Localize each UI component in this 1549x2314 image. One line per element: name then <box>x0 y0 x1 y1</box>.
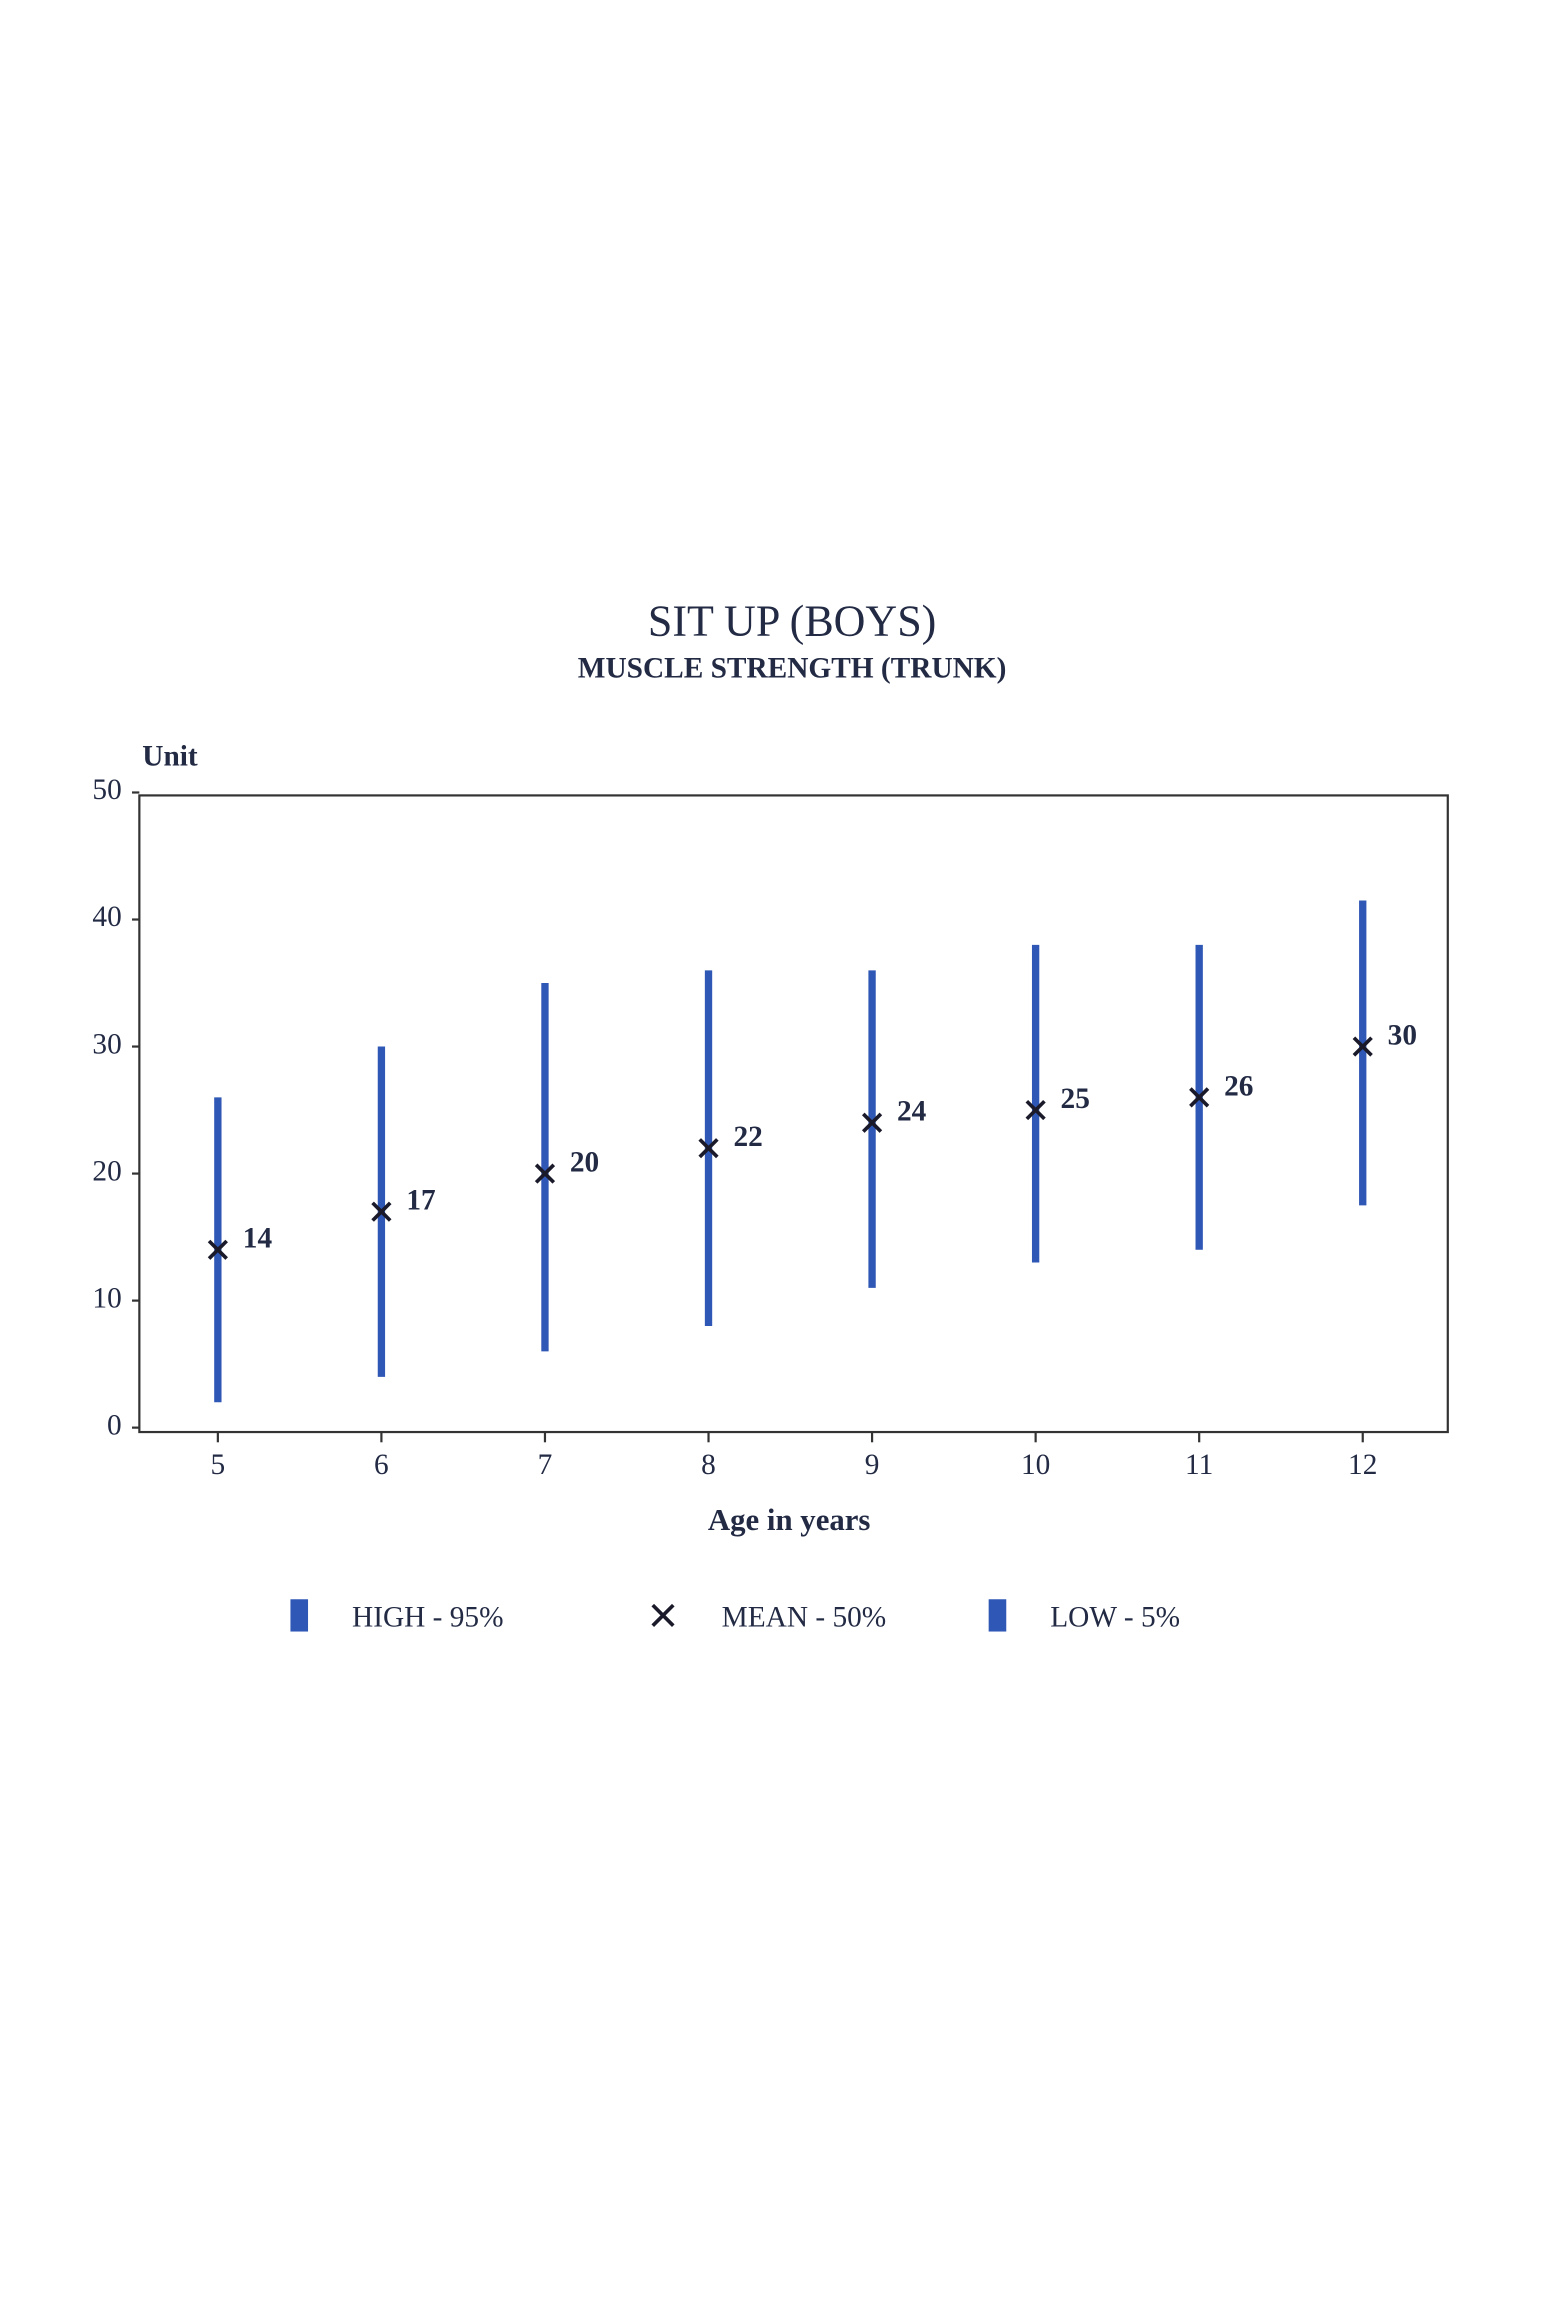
y-tick-label: 40 <box>92 901 121 933</box>
mean-marker <box>534 1163 556 1184</box>
data-label: 30 <box>1388 1019 1417 1051</box>
x-axis-label: Age in years <box>708 1503 871 1537</box>
mean-marker <box>1189 1087 1210 1108</box>
mean-marker <box>1025 1099 1046 1121</box>
mean-marker <box>1352 1036 1373 1057</box>
x-tick-label: 8 <box>701 1449 716 1481</box>
data-label: 20 <box>570 1147 599 1179</box>
x-tick-label: 5 <box>211 1449 226 1481</box>
legend-label: LOW - 5% <box>1050 1602 1180 1634</box>
chart-title: SIT UP (BOYS) <box>648 596 937 645</box>
legend-swatch <box>651 1603 675 1627</box>
x-tick-label: 11 <box>1185 1449 1213 1481</box>
legend-swatch <box>290 1599 309 1632</box>
y-axis-label: Unit <box>142 740 198 772</box>
legend-label: HIGH - 95% <box>352 1602 504 1634</box>
x-tick-label: 12 <box>1348 1449 1377 1481</box>
data-label: 17 <box>406 1185 435 1217</box>
mean-marker <box>698 1138 719 1159</box>
y-tick-label: 10 <box>92 1282 121 1314</box>
chart-subtitle: MUSCLE STRENGTH (TRUNK) <box>578 652 1007 684</box>
y-tick-label: 20 <box>92 1155 121 1187</box>
data-label: 14 <box>243 1223 273 1255</box>
mean-marker <box>861 1112 883 1133</box>
y-tick-label: 30 <box>92 1028 121 1060</box>
legend-label: MEAN - 50% <box>722 1602 887 1634</box>
data-label: 26 <box>1224 1070 1253 1102</box>
x-tick-label: 6 <box>374 1449 389 1481</box>
data-label: 25 <box>1061 1083 1090 1115</box>
x-tick-label: 9 <box>865 1449 880 1481</box>
y-tick-label: 0 <box>107 1409 122 1441</box>
mean-marker <box>371 1201 392 1222</box>
legend-swatch <box>988 1599 1007 1632</box>
data-label: 24 <box>897 1096 927 1128</box>
x-tick-label: 10 <box>1021 1449 1050 1481</box>
y-tick-label: 50 <box>92 774 121 806</box>
x-tick-label: 7 <box>538 1449 553 1481</box>
data-label: 22 <box>733 1121 762 1153</box>
mean-marker <box>207 1239 228 1260</box>
plot-frame <box>138 794 1449 1434</box>
